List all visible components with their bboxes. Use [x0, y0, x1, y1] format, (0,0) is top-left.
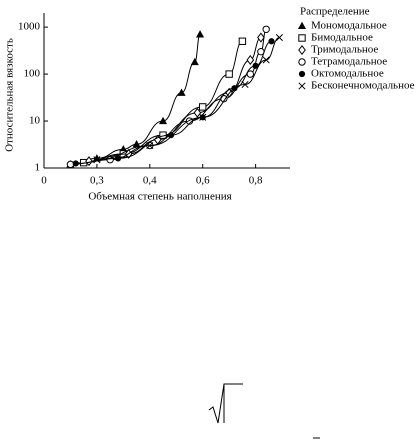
- marker: [72, 160, 79, 167]
- legend-marker: [298, 58, 306, 66]
- curve: [70, 28, 267, 165]
- marker: [193, 107, 202, 118]
- y-tick-label: 10: [29, 115, 41, 127]
- marker: [196, 30, 205, 38]
- legend-label: Тримодальное: [311, 44, 378, 56]
- legend-title: Распределение: [300, 6, 370, 18]
- x-tick-label: 0,8: [249, 175, 263, 187]
- marker: [85, 156, 93, 167]
- x-tick-label: 0: [41, 175, 47, 187]
- legend-label: Тетрамодальное: [311, 56, 387, 68]
- marker: [93, 156, 101, 164]
- legend-label: Бимодальное: [311, 32, 373, 44]
- legend-marker: [298, 44, 306, 56]
- legend-label: Октомодальное: [311, 68, 384, 80]
- marker: [262, 25, 270, 33]
- marker: [199, 103, 207, 111]
- marker: [246, 70, 255, 78]
- marker: [158, 116, 168, 125]
- legend-label: Мономодальное: [311, 20, 387, 32]
- marker: [257, 32, 265, 43]
- curve: [96, 37, 280, 161]
- marker: [262, 56, 270, 64]
- radical-sign: [208, 383, 243, 424]
- legend-marker: [298, 70, 306, 78]
- y-tick-label: 100: [24, 68, 41, 80]
- x-tick-label: 0,4: [143, 175, 157, 187]
- marker: [167, 132, 175, 139]
- marker: [66, 160, 75, 168]
- x-axis-label: Объемная степень наполнения: [88, 191, 231, 203]
- marker: [190, 57, 199, 66]
- marker: [246, 54, 255, 65]
- x-tick-label: 0,6: [196, 175, 210, 187]
- marker: [146, 142, 154, 150]
- y-tick-label: 1: [35, 162, 41, 174]
- y-tick-label: 1000: [18, 21, 41, 33]
- x-tick-label: 0,3: [90, 175, 104, 187]
- marker: [241, 80, 249, 89]
- legend-label: Бесконечномодальное: [311, 80, 415, 92]
- legend-marker: [298, 34, 306, 42]
- marker: [238, 37, 247, 45]
- marker: [199, 113, 207, 121]
- marker: [177, 88, 186, 96]
- marker: [275, 33, 283, 42]
- marker: [268, 38, 275, 45]
- marker: [225, 70, 233, 78]
- legend-marker: [298, 82, 306, 90]
- y-axis-label: Относительная вязкость: [4, 38, 16, 152]
- legend-marker: [297, 21, 307, 30]
